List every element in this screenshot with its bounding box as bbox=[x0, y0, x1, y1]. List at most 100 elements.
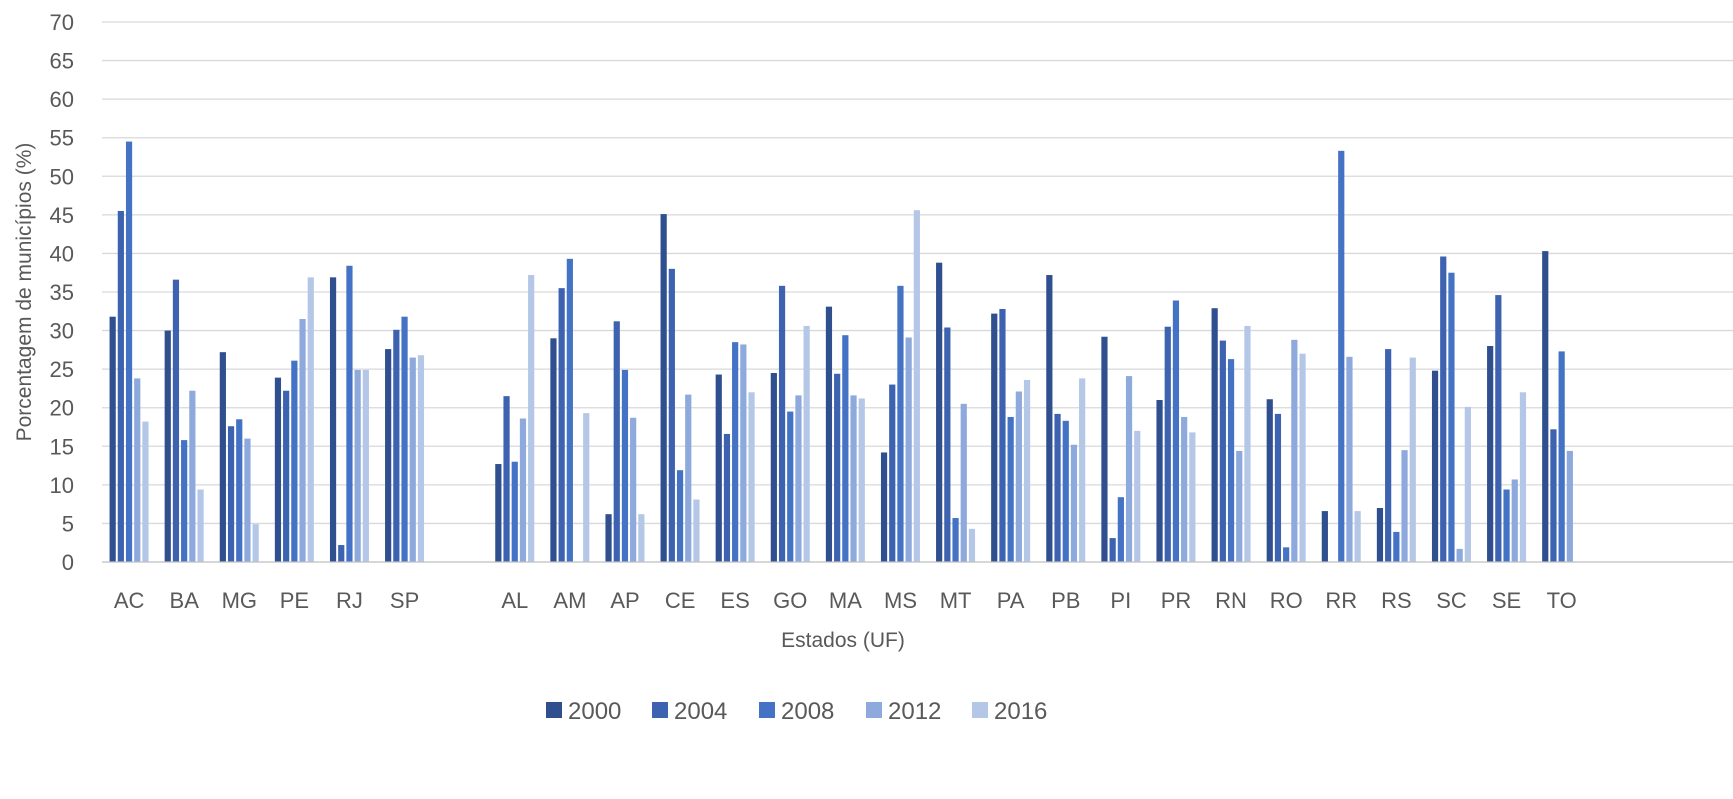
bar-AM-2016 bbox=[583, 413, 590, 562]
y-tick-label: 10 bbox=[50, 473, 74, 498]
bar-MT-2016 bbox=[968, 528, 976, 562]
bar-MT-2012 bbox=[960, 403, 967, 562]
bar-MG-2000 bbox=[219, 352, 226, 562]
x-tick-label: MS bbox=[884, 588, 917, 613]
bar-AP-2012 bbox=[630, 417, 637, 562]
bar-RN-2004 bbox=[1219, 340, 1226, 562]
bar-SC-2004 bbox=[1440, 256, 1447, 562]
bar-MT-2000 bbox=[936, 262, 943, 562]
x-tick-label: RJ bbox=[336, 588, 363, 613]
bar-RO-2012 bbox=[1291, 339, 1298, 562]
bar-RJ-2016 bbox=[362, 369, 369, 562]
bar-RO-2000 bbox=[1266, 399, 1273, 562]
bar-CE-2004 bbox=[668, 268, 675, 562]
bar-MG-2008 bbox=[236, 419, 243, 562]
bar-PE-2000 bbox=[274, 377, 282, 562]
bar-PA-2004 bbox=[999, 308, 1006, 562]
bar-RR-2016 bbox=[1354, 511, 1361, 562]
x-tick-label: SC bbox=[1436, 588, 1467, 613]
bar-TO-2004 bbox=[1550, 429, 1557, 562]
x-tick-label: AC bbox=[114, 588, 145, 613]
x-tick-label: RO bbox=[1270, 588, 1303, 613]
x-tick-label: PE bbox=[280, 588, 309, 613]
bar-PI-2016 bbox=[1134, 430, 1141, 562]
bar-SE-2000 bbox=[1487, 346, 1494, 562]
y-axis-ticks: 0 5 10 15 20 25 30 35 40 45 50 55 60 65 70 bbox=[50, 10, 74, 575]
bar-RJ-2012 bbox=[354, 369, 361, 562]
bar-GO-2004 bbox=[778, 285, 786, 562]
bar-AP-2000 bbox=[605, 514, 612, 562]
bar-ES-2016 bbox=[748, 392, 755, 562]
bar-RS-2012 bbox=[1401, 450, 1408, 562]
bar-BA-2016 bbox=[197, 489, 204, 562]
bar-RR-2012 bbox=[1346, 356, 1353, 562]
bar-PA-2012 bbox=[1015, 391, 1022, 562]
bar-SC-2000 bbox=[1431, 370, 1439, 562]
bar-MS-2004 bbox=[889, 384, 896, 562]
y-tick-label: 70 bbox=[50, 10, 74, 35]
bar-PI-2008 bbox=[1117, 497, 1124, 562]
bar-PI-2004 bbox=[1109, 538, 1116, 562]
bar-ES-2008 bbox=[732, 342, 739, 562]
x-tick-label: TO bbox=[1547, 588, 1577, 613]
bar-RN-2000 bbox=[1211, 308, 1218, 562]
legend-label-2012: 2012 bbox=[888, 698, 941, 725]
bar-GO-2016 bbox=[803, 325, 810, 562]
legend-swatch-2016 bbox=[972, 702, 988, 718]
bar-RJ-2000 bbox=[329, 277, 337, 562]
legend-swatch-2012 bbox=[866, 702, 882, 718]
bar-AL-2016 bbox=[528, 275, 535, 562]
bar-RO-2016 bbox=[1299, 353, 1306, 562]
bar-AM-2008 bbox=[566, 258, 573, 562]
y-tick-label: 50 bbox=[50, 164, 74, 189]
x-tick-label: SE bbox=[1492, 588, 1521, 613]
bar-RJ-2008 bbox=[346, 265, 353, 562]
x-tick-label: PR bbox=[1161, 588, 1192, 613]
y-tick-label: 60 bbox=[50, 87, 74, 112]
bar-MT-2004 bbox=[944, 327, 951, 562]
y-tick-label: 40 bbox=[50, 241, 74, 266]
bar-RO-2008 bbox=[1283, 547, 1290, 562]
y-tick-label: 25 bbox=[50, 357, 74, 382]
y-tick-label: 20 bbox=[50, 396, 74, 421]
bar-PB-2012 bbox=[1070, 444, 1078, 562]
bar-CE-2008 bbox=[676, 470, 684, 562]
bar-SE-2004 bbox=[1495, 295, 1502, 562]
bar-PB-2008 bbox=[1062, 420, 1069, 562]
bar-AL-2000 bbox=[495, 464, 502, 562]
x-tick-label: GO bbox=[773, 588, 807, 613]
bar-TO-2012 bbox=[1566, 450, 1573, 562]
bar-SC-2008 bbox=[1448, 272, 1455, 562]
bar-ES-2004 bbox=[723, 433, 731, 562]
x-tick-label: PI bbox=[1110, 588, 1131, 613]
bar-PI-2012 bbox=[1125, 376, 1133, 562]
bar-MT-2008 bbox=[952, 518, 959, 562]
bar-PE-2004 bbox=[283, 390, 290, 562]
bar-CE-2000 bbox=[660, 214, 667, 562]
bar-AL-2008 bbox=[511, 461, 518, 562]
bar-PR-2008 bbox=[1172, 300, 1180, 562]
bar-RN-2008 bbox=[1227, 359, 1235, 562]
bar-AC-2008 bbox=[125, 141, 133, 562]
bar-RR-2000 bbox=[1321, 511, 1328, 562]
bar-RN-2012 bbox=[1236, 450, 1243, 562]
x-tick-label: PB bbox=[1051, 588, 1080, 613]
y-tick-label: 55 bbox=[50, 126, 74, 151]
bar-TO-2000 bbox=[1542, 251, 1549, 563]
y-tick-label: 0 bbox=[62, 550, 74, 575]
bars bbox=[109, 141, 1573, 563]
bar-PR-2004 bbox=[1164, 326, 1171, 562]
bar-RS-2016 bbox=[1409, 357, 1416, 562]
bar-GO-2012 bbox=[795, 395, 802, 562]
bar-SP-2000 bbox=[385, 349, 392, 562]
bar-ES-2012 bbox=[740, 344, 747, 562]
x-tick-label: AP bbox=[610, 588, 639, 613]
bar-MS-2012 bbox=[905, 337, 912, 562]
bar-RN-2016 bbox=[1244, 325, 1251, 562]
x-tick-label: RR bbox=[1325, 588, 1357, 613]
bar-PA-2016 bbox=[1023, 379, 1031, 562]
y-tick-label: 35 bbox=[50, 280, 74, 305]
bar-AC-2004 bbox=[117, 211, 124, 562]
legend-label-2008: 2008 bbox=[781, 698, 834, 725]
bar-SE-2012 bbox=[1511, 479, 1518, 562]
